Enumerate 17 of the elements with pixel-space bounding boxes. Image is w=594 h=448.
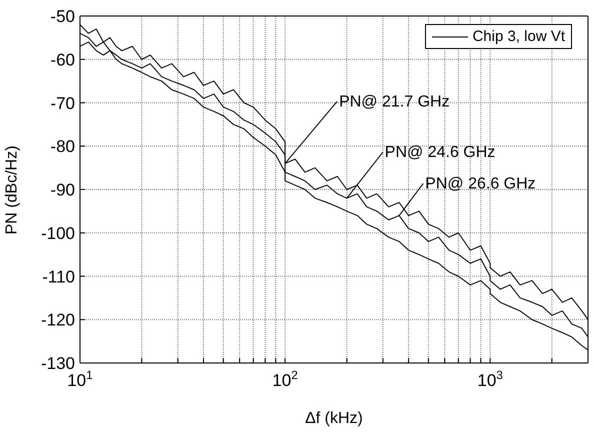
y-tick-label: -120 [40, 310, 75, 330]
y-tick-label: -90 [50, 180, 75, 200]
annotation: PN@ 21.7 GHz [339, 93, 450, 110]
x-axis-title: Δf (kHz) [305, 410, 363, 427]
y-tick-label: -110 [42, 267, 75, 286]
annotation: PN@ 26.6 GHz [425, 176, 536, 193]
y-tick-label: -100 [40, 224, 75, 243]
y-tick-label: -50 [50, 7, 75, 26]
annotation: PN@ 24.6 GHz [384, 144, 496, 162]
x-tick-label: 10$^{2}$ [272, 368, 298, 390]
x-tick-label: 10$^{3}$ [477, 368, 504, 390]
y-tick-label: -70 [50, 94, 75, 113]
y-axis-title: PN (dBc/Hz) [4, 146, 21, 234]
legend-label: Chip 3, low Vt [472, 28, 565, 45]
y-tick-label: -60 [50, 50, 75, 70]
y-tick-label: -80 [50, 137, 75, 156]
y-tick-label: -130 [40, 354, 75, 374]
